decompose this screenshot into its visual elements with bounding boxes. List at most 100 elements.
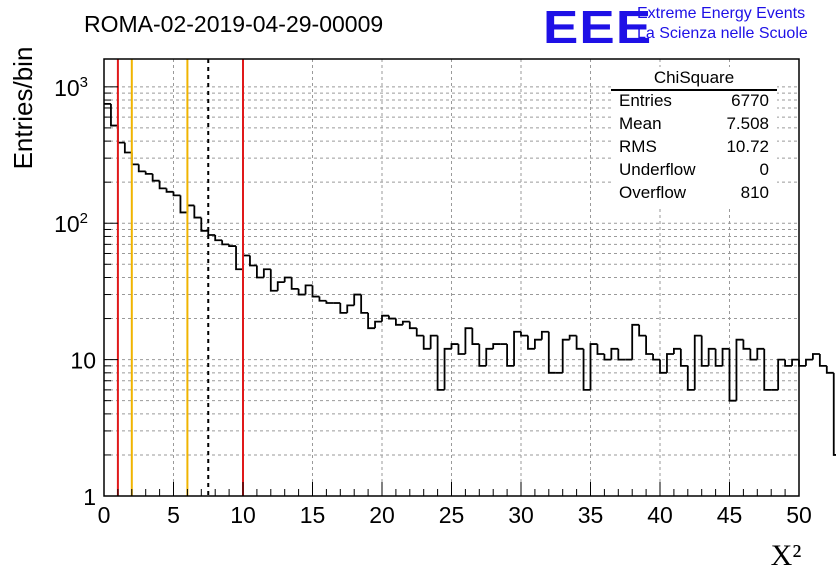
histogram-bin [318,296,327,302]
histogram-bin [666,353,674,373]
x-tick-label: 35 [578,502,604,528]
histogram-bin [235,246,243,271]
histogram-bin [221,240,230,246]
histogram-bin [700,335,709,367]
histogram-bin [311,285,320,298]
histogram-bin [812,353,820,360]
histogram-bin [123,142,132,154]
histogram-bin [144,171,153,175]
histogram-bin [450,343,459,349]
histogram-bin [707,347,716,366]
histogram-bin [367,312,376,330]
histogram-bin [401,320,410,325]
stats-value: 10.72 [726,137,769,156]
histogram-bin [165,188,174,193]
stats-label: Mean [619,114,662,133]
stats-box: ChiSquare Entries 6770 Mean 7.508 RMS 10… [611,67,777,207]
histogram-bin [255,265,264,279]
stats-value: 810 [740,183,769,202]
histogram-bin [276,281,285,291]
histogram-bin [575,335,584,350]
y-tick-label: 102 [54,210,88,237]
stats-divider [611,89,777,91]
histogram-bin [422,335,431,350]
x-tick-label: 5 [167,502,180,528]
histogram-bin [179,195,188,214]
stats-label: Entries [619,91,672,110]
histogram-bin [110,103,118,127]
stats-title: ChiSquare [653,68,735,87]
stats-value: 0 [759,160,769,179]
histogram-bin [457,344,466,355]
histogram-bin [659,359,667,374]
stats-value: 6770 [731,91,769,110]
histogram-bin [381,314,389,322]
stats-label: Underflow [619,160,696,179]
histogram-bin [582,348,591,391]
histogram-bin [388,315,396,320]
histogram-bin [631,323,640,360]
histogram-bin [798,359,806,367]
histogram-bin [408,321,417,330]
histogram-bin [825,365,834,374]
histogram-bin [269,269,278,292]
histogram-bin [693,334,702,390]
histogram-bin [756,347,765,360]
histogram-bin [805,358,813,366]
logo-line-1: Extreme Energy Events [637,5,806,22]
marker-lines [116,59,244,496]
histogram-bin [353,293,362,306]
histogram-bin [186,204,195,213]
x-tick-label: 10 [230,502,256,528]
histogram-bin [415,328,424,337]
histogram-bin [784,359,793,367]
histogram-bin [339,303,348,314]
histogram-bin [818,353,827,367]
histogram-bin [652,353,660,361]
stats-row-rms: RMS 10.72 [619,137,769,159]
histogram-bin [527,335,535,350]
histogram-bin [360,294,369,314]
histogram-bin [749,348,758,361]
histogram-bin [464,327,473,354]
histogram-bin [547,331,556,374]
tick-labels: 0 5 10 15 20 25 30 35 40 45 50 1 10 102 103 [54,74,812,528]
x-tick-label: 40 [647,502,673,528]
logo-line-2: La Scienza nelle Scuole [637,25,808,42]
histogram-bin [137,164,146,173]
histogram-bin [603,353,612,361]
histogram-bin [540,330,549,340]
histogram-bin [325,300,334,304]
histogram-bin [617,348,626,361]
logo-mark: EEE [543,1,653,53]
x-tick-label: 50 [786,502,812,528]
histogram-bin [207,230,216,236]
histogram-bin [242,254,250,270]
histogram-bin [283,276,292,283]
x-tick-label: 25 [439,502,465,528]
histogram-bin [478,344,487,367]
histogram-bin [589,343,598,390]
histogram-bin [645,335,654,355]
histogram-bin [214,234,223,242]
histogram-bin [228,244,237,247]
histogram-bin [728,348,737,402]
x-axis-label: X² [771,539,802,572]
stats-label: Overflow [619,183,687,202]
histogram-bin [714,348,723,367]
histogram-bin [443,347,452,390]
histogram-bin [492,343,501,349]
histogram-bin [374,320,382,329]
histogram-bin [193,205,202,219]
histogram-bin [172,191,181,197]
histogram-bin [290,277,299,290]
histogram-bin [568,334,577,340]
grid-layer [104,59,799,496]
axis-ticks [103,86,800,497]
stats-row-underflow: Underflow 0 [619,160,769,182]
histogram-bin [534,338,542,349]
histogram-bin [395,318,403,326]
x-tick-label: 30 [508,502,534,528]
y-tick-label: 10 [70,348,96,374]
